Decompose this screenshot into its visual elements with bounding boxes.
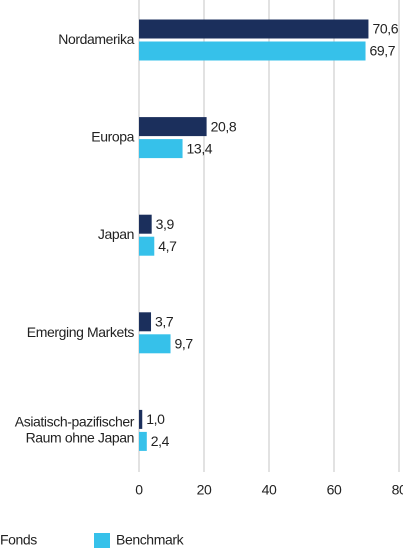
legend-label: Benchmark <box>116 532 185 548</box>
category-label-line: Japan <box>98 226 134 242</box>
bar <box>139 214 152 234</box>
bar <box>139 312 152 332</box>
bar <box>139 139 183 159</box>
bar <box>139 409 143 429</box>
x-tick-label: 80 <box>392 482 403 498</box>
value-label: 3,7 <box>155 314 174 330</box>
bar <box>139 19 369 39</box>
value-label: 2,4 <box>151 433 170 449</box>
category-label-line: Emerging Markets <box>27 324 135 340</box>
legend-label: Fonds <box>0 532 37 548</box>
bar <box>139 431 147 451</box>
category-label: Europa <box>91 128 134 144</box>
bar <box>139 41 366 61</box>
value-label: 70,6 <box>372 21 398 37</box>
value-label: 3,9 <box>156 216 175 232</box>
bar <box>139 334 171 354</box>
category-label-line: Asiatisch-pazifischer <box>15 413 135 429</box>
x-tick-label: 40 <box>262 482 277 498</box>
x-tick-label: 20 <box>197 482 212 498</box>
bar <box>139 236 155 256</box>
x-tick-label: 0 <box>135 482 143 498</box>
category-label: Emerging Markets <box>27 324 135 340</box>
value-label: 69,7 <box>370 43 396 59</box>
category-label: Nordamerika <box>58 31 134 47</box>
value-label: 13,4 <box>187 140 213 156</box>
category-label-line: Raum ohne Japan <box>26 429 134 445</box>
bar <box>139 117 207 137</box>
category-label-line: Nordamerika <box>58 31 134 47</box>
value-label: 20,8 <box>211 118 237 134</box>
category-label-line: Europa <box>91 128 134 144</box>
category-label: Japan <box>98 226 134 242</box>
value-label: 9,7 <box>175 336 194 352</box>
category-label: Asiatisch-pazifischer Raum ohne Japan <box>15 413 135 445</box>
legend-swatch <box>94 533 110 548</box>
value-label: 1,0 <box>146 411 165 427</box>
x-tick-label: 60 <box>327 482 342 498</box>
value-label: 4,7 <box>158 238 177 254</box>
